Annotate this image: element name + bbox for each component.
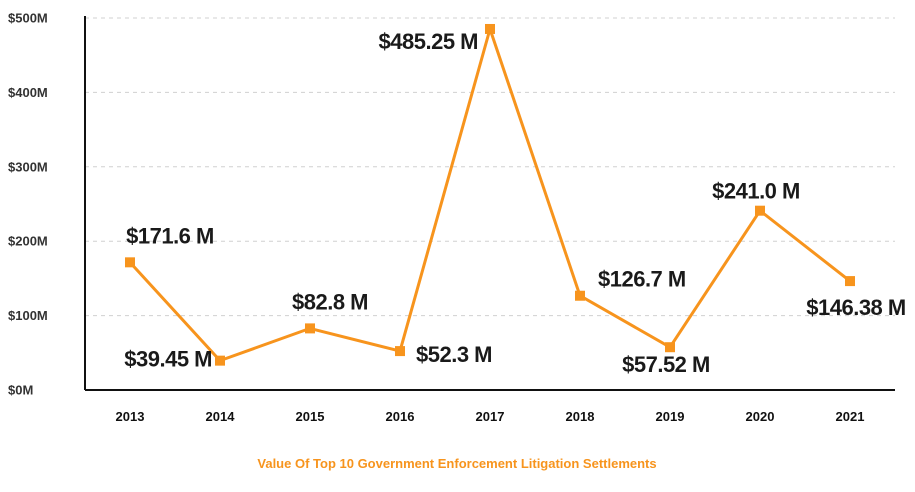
- data-point: [575, 290, 585, 301]
- data-points: [125, 23, 855, 366]
- data-labels: $171.6 M $39.45 M $82.8 M $52.3 M $485.25 M $…: [124, 29, 906, 377]
- data-point: [665, 342, 675, 353]
- x-tick-label: 2015: [296, 409, 325, 424]
- data-label: $52.3 M: [416, 342, 492, 367]
- x-tick-label: 2013: [116, 409, 145, 424]
- data-point: [485, 23, 495, 34]
- x-tick-label: 2020: [746, 409, 775, 424]
- data-label: $241.0 M: [712, 179, 800, 204]
- data-point: [845, 276, 855, 287]
- x-tick-label: 2016: [386, 409, 415, 424]
- gridlines: [85, 17, 895, 317]
- y-tick-label: $0M: [8, 383, 33, 398]
- data-label: $171.6 M: [126, 223, 214, 248]
- y-tick-label: $100M: [8, 308, 48, 323]
- chart-caption: Value Of Top 10 Government Enforcement L…: [257, 456, 656, 471]
- data-point: [755, 205, 765, 216]
- x-axis-tick-labels: 2013 2014 2015 2016 2017 2018 2019 2020 2021: [116, 409, 865, 424]
- data-label: $146.38 M: [806, 295, 905, 320]
- y-tick-label: $400M: [8, 85, 48, 100]
- data-label: $126.7 M: [598, 267, 686, 292]
- y-axis-tick-labels: $0M $100M $200M $300M $400M $500M: [8, 11, 48, 398]
- data-point: [305, 323, 315, 334]
- x-tick-label: 2014: [206, 409, 236, 424]
- x-tick-label: 2017: [476, 409, 505, 424]
- data-label: $39.45 M: [124, 347, 212, 372]
- data-point: [395, 346, 405, 357]
- y-tick-label: $300M: [8, 159, 48, 174]
- axes: [84, 16, 895, 391]
- y-tick-label: $500M: [8, 11, 48, 26]
- x-tick-label: 2021: [836, 409, 865, 424]
- x-tick-label: 2019: [656, 409, 685, 424]
- data-label: $82.8 M: [292, 289, 368, 314]
- data-label: $485.25 M: [379, 29, 478, 54]
- x-tick-label: 2018: [566, 409, 595, 424]
- data-point: [215, 355, 225, 366]
- data-point: [125, 257, 135, 268]
- data-label: $57.52 M: [622, 352, 710, 377]
- y-tick-label: $200M: [8, 234, 48, 249]
